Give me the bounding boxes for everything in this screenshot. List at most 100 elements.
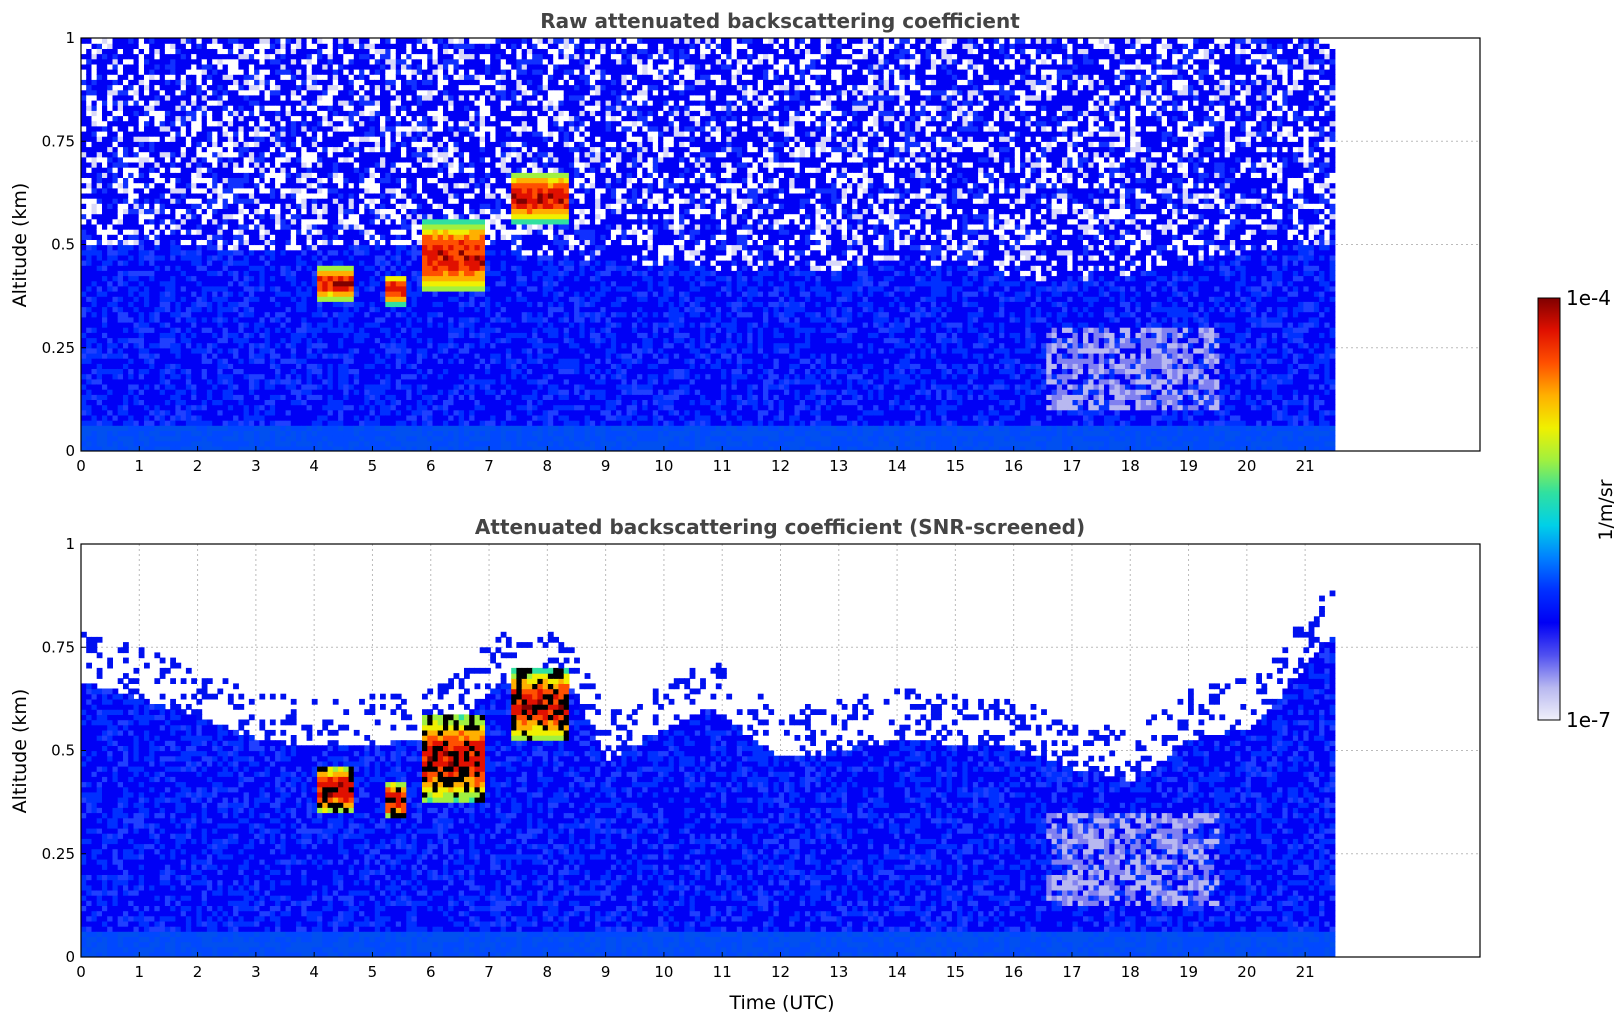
- heatmap-cell: [353, 275, 360, 282]
- heatmap-cell: [233, 74, 239, 80]
- heatmap-cell: [306, 48, 313, 55]
- heatmap-cell: [374, 280, 381, 287]
- heatmap-cell: [217, 285, 224, 292]
- heatmap-cell: [196, 316, 203, 323]
- heatmap-cell: [117, 383, 124, 390]
- heatmap-cell: [180, 99, 187, 106]
- heatmap-cell: [353, 249, 360, 256]
- heatmap-cell: [112, 74, 119, 80]
- heatmap-cell: [206, 368, 213, 375]
- heatmap-cell: [364, 192, 371, 199]
- heatmap-cell: [222, 285, 229, 292]
- heatmap-cell: [217, 151, 224, 158]
- heatmap-cell: [217, 378, 224, 385]
- heatmap-cell: [390, 125, 397, 132]
- heatmap-cell: [285, 275, 292, 282]
- heatmap-cell: [138, 43, 145, 49]
- heatmap-cell: [212, 187, 218, 194]
- heatmap-cell: [227, 352, 234, 359]
- heatmap-cell: [154, 146, 161, 153]
- heatmap-cell: [91, 115, 98, 122]
- heatmap-cell: [123, 218, 129, 225]
- heatmap-cell: [227, 234, 234, 240]
- heatmap-cell: [338, 409, 344, 416]
- heatmap-cell: [180, 404, 187, 411]
- heatmap-column: [102, 38, 108, 451]
- heatmap-cell: [254, 74, 260, 80]
- heatmap-cell: [348, 306, 355, 313]
- heatmap-cell: [81, 420, 87, 426]
- heatmap-cell: [317, 203, 323, 209]
- heatmap-cell: [254, 394, 260, 400]
- heatmap-cell: [390, 192, 397, 199]
- heatmap-cell: [138, 198, 145, 204]
- heatmap-cell: [348, 254, 355, 261]
- heatmap-cell: [170, 358, 176, 364]
- heatmap-cell: [86, 125, 92, 132]
- heatmap-cell: [285, 285, 292, 292]
- heatmap-column: [170, 38, 176, 451]
- heatmap-cell: [238, 161, 245, 168]
- heatmap-cell: [364, 414, 371, 421]
- heatmap-cell: [227, 120, 234, 127]
- heatmap-cell: [380, 53, 386, 60]
- heatmap-cell: [264, 94, 271, 101]
- heatmap-cell: [180, 265, 187, 271]
- heatmap-cell: [117, 270, 124, 277]
- heatmap-cell: [306, 373, 313, 380]
- heatmap-cell: [128, 229, 134, 235]
- heatmap-cell: [96, 105, 103, 111]
- heatmap-cell: [264, 177, 271, 184]
- heatmap-cell: [96, 280, 103, 287]
- heatmap-cell: [259, 409, 266, 416]
- heatmap-cell: [191, 275, 197, 282]
- heatmap-cell: [233, 172, 239, 178]
- heatmap-cell: [133, 352, 140, 359]
- heatmap-cell: [227, 311, 234, 318]
- heatmap-cell: [343, 378, 350, 385]
- heatmap-cell: [311, 69, 318, 75]
- heatmap-cell: [138, 110, 145, 117]
- heatmap-cell: [385, 48, 392, 55]
- heatmap-cell: [243, 38, 250, 44]
- heatmap-cell: [191, 321, 197, 328]
- heatmap-cell: [112, 99, 119, 106]
- heatmap-cell: [264, 409, 271, 416]
- heatmap-cell: [385, 425, 392, 431]
- heatmap-cell: [332, 229, 339, 235]
- heatmap-cell: [353, 316, 360, 323]
- heatmap-cell: [185, 167, 192, 173]
- heatmap-cell: [149, 105, 155, 111]
- heatmap-cell: [149, 244, 155, 251]
- heatmap-cell: [159, 409, 166, 416]
- heatmap-cell: [91, 420, 98, 426]
- heatmap-cell: [380, 378, 386, 385]
- heatmap-cell: [275, 394, 281, 400]
- heatmap-cell: [390, 291, 397, 297]
- heatmap-cell: [248, 130, 255, 137]
- heatmap-cell: [353, 74, 360, 80]
- heatmap-cell: [91, 332, 98, 339]
- heatmap-cell: [338, 182, 344, 189]
- heatmap-cell: [327, 445, 334, 451]
- heatmap-cell: [91, 301, 98, 308]
- heatmap-cell: [233, 110, 239, 117]
- heatmap-cell: [285, 172, 292, 178]
- heatmap-cell: [227, 182, 234, 189]
- heatmap-cell: [149, 445, 155, 451]
- heatmap-cell: [359, 115, 365, 122]
- heatmap-cell: [144, 156, 150, 163]
- heatmap-cell: [123, 192, 129, 199]
- heatmap-cell: [91, 130, 98, 137]
- heatmap-cell: [317, 74, 323, 80]
- heatmap-cell: [301, 301, 308, 308]
- heatmap-cell: [222, 172, 229, 178]
- heatmap-cell: [149, 275, 155, 282]
- heatmap-cell: [175, 352, 182, 359]
- heatmap-cell: [248, 409, 255, 416]
- heatmap-cell: [317, 43, 323, 49]
- heatmap-cell: [180, 136, 187, 142]
- heatmap-cell: [138, 151, 145, 158]
- heatmap-cell: [149, 239, 155, 246]
- heatmap-cell: [243, 192, 250, 199]
